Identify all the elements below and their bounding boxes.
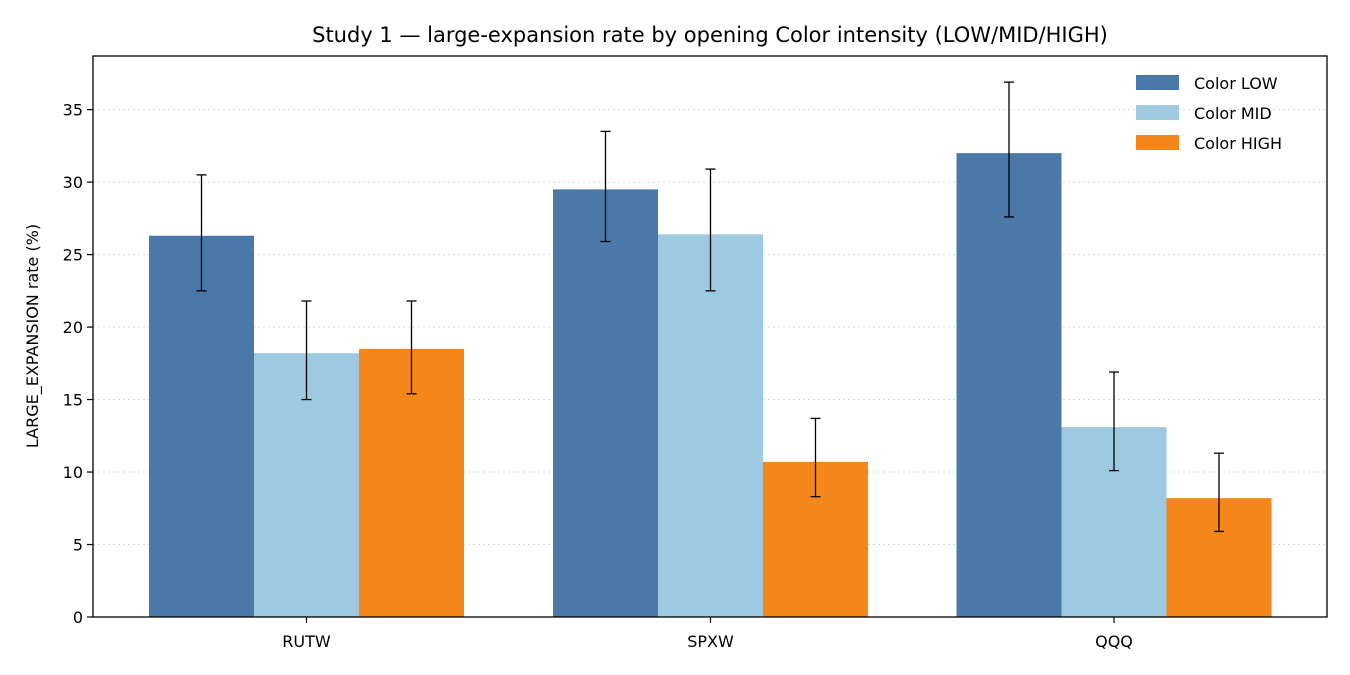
y-axis-label: LARGE_EXPANSION rate (%): [23, 224, 43, 448]
x-tick-label: SPXW: [687, 632, 734, 651]
y-tick-label: 35: [63, 101, 83, 120]
y-tick-label: 0: [73, 608, 83, 627]
bar: [658, 234, 763, 618]
chart-title: Study 1 — large-expansion rate by openin…: [312, 23, 1108, 47]
y-tick-label: 20: [63, 318, 83, 337]
error-bars: [196, 81, 1224, 533]
legend-label: Color HIGH: [1194, 134, 1282, 153]
bar: [553, 189, 658, 618]
legend-swatch: [1136, 135, 1179, 150]
bar: [149, 235, 254, 617]
x-axis: RUTW SPXW QQQ: [282, 617, 1133, 651]
bar: [956, 153, 1062, 617]
y-tick-label: 30: [63, 173, 83, 192]
legend-swatch: [1136, 105, 1179, 120]
y-axis: 0 5 10 15 20 25 30 35: [63, 101, 93, 627]
y-tick-label: 10: [63, 463, 83, 482]
bars: [149, 153, 1272, 618]
x-tick-label: RUTW: [282, 632, 331, 651]
y-tick-label: 5: [73, 536, 83, 555]
x-tick-label: QQQ: [1095, 632, 1133, 651]
legend: Color LOW Color MID Color HIGH: [1136, 74, 1282, 153]
legend-label: Color LOW: [1194, 74, 1278, 93]
y-tick-label: 15: [63, 391, 83, 410]
legend-label: Color MID: [1194, 104, 1272, 123]
legend-swatch: [1136, 75, 1179, 90]
y-tick-label: 25: [63, 246, 83, 265]
